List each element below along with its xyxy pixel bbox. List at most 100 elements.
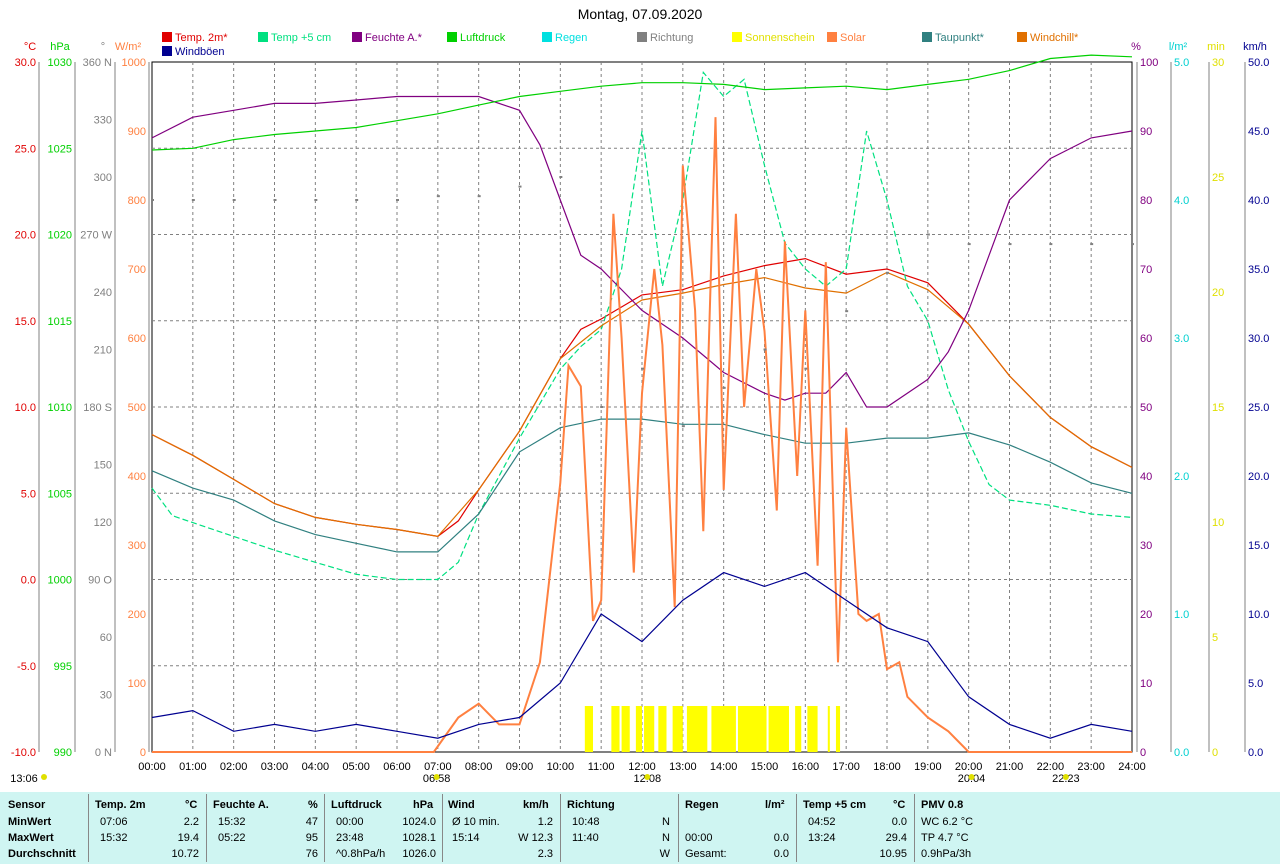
legend-swatch	[1017, 32, 1027, 42]
legend-item: Windchill*	[1017, 32, 1078, 44]
series-line-windchill-	[151, 271, 1133, 538]
legend-label: Regen	[555, 32, 588, 44]
axis-unit-temp: °C	[24, 41, 36, 53]
legend-label: Sonnenschein	[745, 32, 815, 44]
stats-cell-wind-v: W 12.3	[518, 832, 553, 844]
axis-tick-sun: 5	[1212, 632, 1218, 644]
legend-item: Feuchte A.*	[352, 32, 422, 44]
stats-unit-wind: km/h	[523, 799, 549, 811]
axis-unit-rain: l/m²	[1169, 41, 1188, 53]
stats-cell-temp-v: 2.2	[183, 816, 199, 828]
axis-tick-wind: 20.0	[1248, 471, 1269, 483]
legend-item: Richtung	[637, 32, 693, 44]
x-tick-label: 18:00	[873, 761, 901, 773]
stats-cell-press-v: 1026.0	[402, 848, 436, 860]
legend-swatch	[637, 32, 647, 42]
series-line-taupunkt-	[151, 418, 1133, 553]
axis-tick-wind: 10.0	[1248, 609, 1269, 621]
axis-tick-dir: 60	[100, 632, 112, 644]
series-line-feuchte-a-	[151, 95, 1133, 408]
wind-direction-point	[722, 386, 726, 389]
stats-cell-dir-v: N	[662, 816, 670, 828]
stats-header-wind: Wind	[448, 799, 475, 811]
stats-cell-rain-v: 0.0	[773, 832, 789, 844]
axis-unit-dir: °	[101, 41, 105, 53]
axis-tick-temp: 25.0	[15, 143, 36, 155]
stats-header-pmv: PMV 0.8	[921, 799, 964, 811]
axis-tick-dir: 300	[94, 172, 112, 184]
axis-tick-sun: 0	[1212, 747, 1218, 759]
axis-tick-sun: 10	[1212, 517, 1224, 529]
legend-label: Temp +5 cm	[271, 32, 332, 44]
axis-tick-press: 1005	[48, 488, 72, 500]
legend-label: Windchill*	[1030, 32, 1079, 44]
axis-tick-wind: 40.0	[1248, 195, 1269, 207]
legend-label: Richtung	[650, 32, 694, 44]
stats-header-hum: Feuchte A.	[213, 799, 269, 811]
wind-direction-point	[559, 176, 563, 178]
axis-tick-press: 1010	[48, 402, 72, 414]
axis-tick-hum: 50	[1140, 402, 1152, 414]
stats-cell-rain-v: 0.0	[773, 848, 789, 860]
legend-swatch	[162, 32, 172, 42]
stats-cell-t5-v: 29.4	[885, 832, 907, 844]
wind-direction-point	[191, 199, 195, 201]
stats-cell-dir-v: N	[662, 832, 670, 844]
wind-direction-point	[1049, 243, 1053, 246]
legend-item: Windböen	[162, 46, 225, 58]
axis-tick-hum: 40	[1140, 471, 1152, 483]
stats-header-dir: Richtung	[567, 799, 615, 811]
legend-item: Sonnenschein	[732, 32, 815, 44]
legend-item: Regen	[542, 32, 587, 44]
axis-unit-sun: min	[1207, 41, 1225, 53]
chart-title: Montag, 07.09.2020	[577, 6, 703, 22]
x-tick-label: 17:00	[832, 761, 860, 773]
x-tick-label: 20:00	[955, 761, 983, 773]
axis-unit-wind: km/h	[1243, 41, 1267, 53]
sun-marker-icon	[968, 774, 975, 780]
stats-unit-rain: l/m²	[765, 799, 785, 811]
axis-tick-dir: 30	[100, 690, 112, 702]
stats-cell-hum-t: 05:22	[218, 832, 246, 844]
axis-tick-dir: 180 S	[83, 402, 112, 414]
sun-marker-icon	[644, 774, 651, 780]
axis-tick-dir: 330	[94, 115, 112, 127]
stats-cell-pmv: WC 6.2 °C	[921, 816, 974, 828]
wind-direction-point	[1008, 243, 1012, 246]
axis-tick-hum: 20	[1140, 609, 1152, 621]
axis-tick-solar: 900	[128, 126, 146, 138]
stats-cell-press-t: ^0.8hPa/h	[336, 848, 386, 860]
axis-tick-rain: 1.0	[1174, 609, 1189, 621]
series-line-temp-5-cm	[151, 71, 1133, 581]
sunshine-bar	[621, 706, 630, 752]
axis-tick-dir: 240	[94, 287, 112, 299]
axis-tick-rain: 4.0	[1174, 195, 1189, 207]
stats-cell-temp-v: 10.72	[171, 848, 199, 860]
axis-tick-dir: 120	[94, 517, 112, 529]
stats-cell-label: MaxWert	[8, 832, 54, 844]
stats-cell-hum-t: 15:32	[218, 816, 246, 828]
wind-direction-point	[477, 195, 481, 198]
sunshine-bar	[611, 706, 620, 752]
sunshine-bar	[672, 706, 683, 752]
wind-direction-point	[232, 199, 236, 201]
wind-direction-point	[600, 406, 604, 408]
axis-tick-solar: 600	[128, 333, 146, 345]
axis-tick-dir: 0 N	[95, 747, 112, 759]
axis-unit-solar: W/m²	[115, 41, 142, 53]
axis-tick-press: 1015	[48, 316, 72, 328]
legend-swatch	[258, 32, 268, 42]
wind-direction-point	[273, 199, 277, 201]
axis-unit-press: hPa	[50, 41, 70, 53]
x-tick-label: 00:00	[138, 761, 166, 773]
axis-tick-wind: 45.0	[1248, 126, 1269, 138]
wind-direction-point	[396, 199, 399, 201]
axis-tick-solar: 700	[128, 264, 146, 276]
axis-tick-wind: 35.0	[1248, 264, 1269, 276]
stats-cell-hum-v: 95	[305, 832, 318, 844]
axis-tick-hum: 90	[1140, 126, 1152, 138]
wind-direction-point	[355, 199, 359, 201]
stats-cell-rain-t: 00:00	[685, 832, 713, 844]
stats-cell-press-v: 1024.0	[402, 816, 436, 828]
stats-cell-wind-t: 15:14	[452, 832, 480, 844]
